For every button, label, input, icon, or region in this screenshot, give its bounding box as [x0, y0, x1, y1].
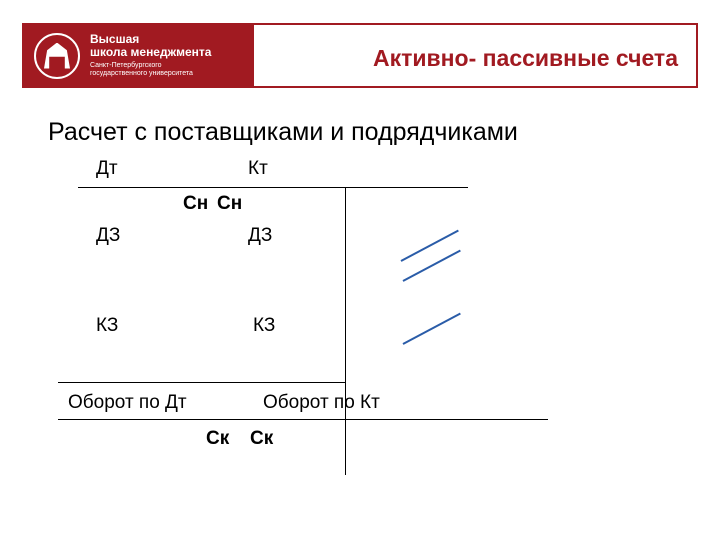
pre-turnover-divider — [58, 382, 345, 383]
label-sn-left: Сн — [183, 193, 208, 215]
label-turnover-kt: Оборот по Кт — [263, 392, 380, 414]
label-kt: Кт — [248, 158, 268, 180]
label-dz-right: ДЗ — [248, 225, 272, 247]
label-dt: Дт — [96, 158, 118, 180]
t-account-diagram: Дт Кт Сн Сн ДЗ ДЗ КЗ КЗ Оборот по Дт Обо… — [58, 155, 558, 475]
stroke-3 — [403, 313, 461, 345]
label-dz-left: ДЗ — [96, 225, 120, 247]
label-kz-left: КЗ — [96, 315, 118, 337]
label-turnover-dt: Оборот по Дт — [68, 392, 187, 414]
label-sk-left: Ск — [206, 428, 229, 450]
logo-block: Высшая школа менеджмента Санкт-Петербург… — [24, 25, 254, 86]
label-kz-right: КЗ — [253, 315, 275, 337]
top-divider — [78, 187, 468, 188]
logo-text: Высшая школа менеджмента Санкт-Петербург… — [90, 33, 211, 77]
logo-line2: школа менеджмента — [90, 45, 211, 59]
content-area: Расчет с поставщиками и подрядчиками Дт … — [48, 118, 688, 475]
label-sk-right: Ск — [250, 428, 273, 450]
post-turnover-divider — [58, 419, 548, 420]
slide-title: Активно- пассивные счета — [254, 39, 696, 72]
center-divider — [345, 187, 346, 475]
label-sn-right: Сн — [217, 193, 242, 215]
subtitle: Расчет с поставщиками и подрядчиками — [48, 118, 688, 147]
university-emblem-icon — [34, 33, 80, 79]
logo-subtext: Санкт-Петербургскогогосударственного уни… — [90, 62, 211, 78]
header-bar: Высшая школа менеджмента Санкт-Петербург… — [22, 23, 698, 88]
